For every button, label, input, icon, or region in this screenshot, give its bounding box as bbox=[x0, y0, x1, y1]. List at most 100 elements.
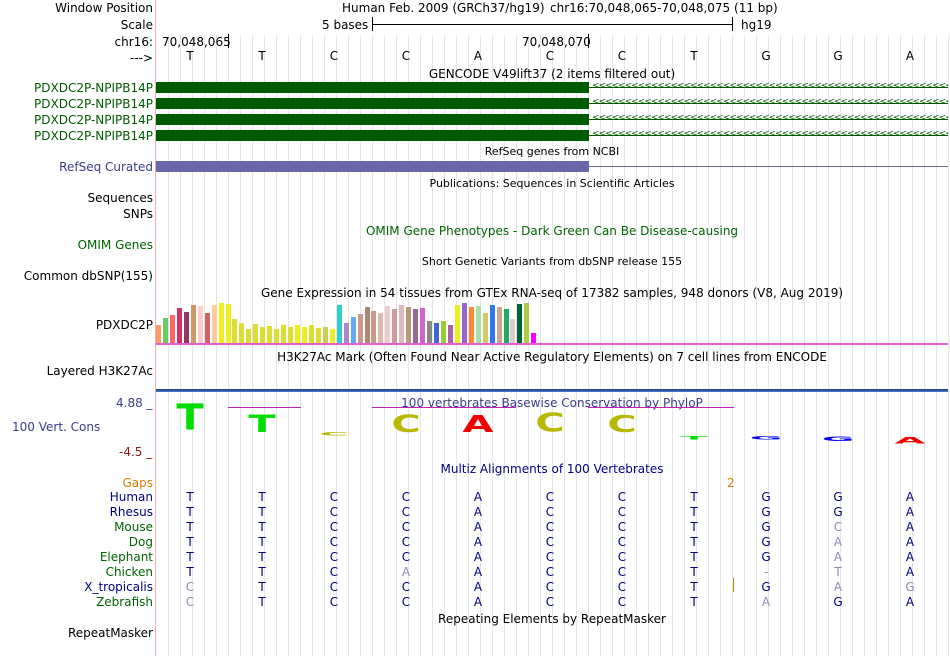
gtex-tissue-bar[interactable] bbox=[440, 321, 446, 343]
gtex-tissue-bar[interactable] bbox=[392, 309, 398, 343]
gtex-tissue-bar[interactable] bbox=[225, 304, 231, 343]
gtex-tissue-bar[interactable] bbox=[190, 305, 196, 343]
gtex-tissue-bar[interactable] bbox=[169, 315, 175, 343]
refseq-gene[interactable] bbox=[156, 161, 948, 172]
gtex-tissue-bar[interactable] bbox=[531, 333, 537, 343]
gtex-tissue-bar[interactable] bbox=[475, 306, 481, 343]
omim-track-title[interactable]: OMIM Gene Phenotypes - Dark Green Can Be… bbox=[365, 224, 739, 238]
phylop-track-title[interactable]: 100 vertebrates Basewise Conservation by… bbox=[401, 396, 703, 410]
gtex-tissue-bar[interactable] bbox=[295, 325, 300, 343]
omim-label[interactable]: OMIM Genes bbox=[77, 238, 153, 252]
publications-snps-label[interactable]: SNPs bbox=[123, 207, 153, 221]
gtex-tissue-bar[interactable] bbox=[385, 306, 391, 343]
gtex-tissue-bar[interactable] bbox=[322, 327, 328, 343]
gtex-tissue-bar[interactable] bbox=[371, 311, 377, 343]
gencode-item-label[interactable]: PDXDC2P-NPIPB14P bbox=[34, 81, 153, 95]
species-label[interactable]: Rhesus bbox=[109, 505, 153, 519]
gtex-tissue-bar[interactable] bbox=[510, 319, 516, 343]
grid-line bbox=[360, 35, 361, 656]
gtex-tissue-bar[interactable] bbox=[413, 309, 419, 343]
gtex-tissue-bar[interactable] bbox=[496, 307, 502, 343]
gtex-tissue-bar[interactable] bbox=[288, 327, 294, 343]
gtex-tissue-bar[interactable] bbox=[267, 326, 273, 343]
h3k27ac-label[interactable]: Layered H3K27Ac bbox=[46, 364, 153, 378]
alignment-base: C bbox=[617, 595, 627, 609]
gtex-tissue-bar[interactable] bbox=[183, 312, 189, 343]
gtex-tissue-bar[interactable] bbox=[204, 313, 210, 343]
gtex-tissue-bar[interactable] bbox=[427, 321, 433, 343]
gtex-tissue-bar[interactable] bbox=[260, 327, 266, 343]
gtex-tissue-bar[interactable] bbox=[162, 318, 168, 343]
gtex-tissue-bar[interactable] bbox=[197, 306, 203, 343]
gtex-tissue-bar[interactable] bbox=[447, 325, 453, 343]
h3k27ac-signal[interactable] bbox=[156, 389, 948, 392]
gtex-tissue-bar[interactable] bbox=[343, 323, 349, 343]
dbsnp-track-title[interactable]: Short Genetic Variants from dbSNP releas… bbox=[421, 255, 683, 268]
gtex-tissue-bar[interactable] bbox=[482, 313, 488, 343]
gtex-track-title[interactable]: Gene Expression in 54 tissues from GTEx … bbox=[260, 286, 844, 300]
species-label[interactable]: Elephant bbox=[99, 550, 153, 564]
gtex-tissue-bar[interactable] bbox=[156, 325, 161, 343]
gtex-tissue-bar[interactable] bbox=[336, 305, 342, 343]
gencode-item-label[interactable]: PDXDC2P-NPIPB14P bbox=[34, 97, 153, 111]
publications-track-title[interactable]: Publications: Sequences in Scientific Ar… bbox=[429, 177, 675, 190]
publications-sequences-label[interactable]: Sequences bbox=[87, 191, 153, 205]
gencode-track-title[interactable]: GENCODE V49lift37 (2 items filtered out) bbox=[428, 67, 676, 81]
gtex-tissue-bar[interactable] bbox=[489, 305, 495, 343]
refseq-label[interactable]: RefSeq Curated bbox=[59, 160, 153, 174]
gtex-tissue-bar[interactable] bbox=[211, 305, 217, 343]
gtex-tissue-bar[interactable] bbox=[308, 325, 314, 343]
alignment-base: A bbox=[905, 595, 915, 609]
gtex-tissue-bar[interactable] bbox=[420, 308, 426, 343]
gencode-item-label[interactable]: PDXDC2P-NPIPB14P bbox=[34, 113, 153, 127]
gtex-tissue-bar[interactable] bbox=[350, 317, 356, 343]
repeatmasker-track-title[interactable]: Repeating Elements by RepeatMasker bbox=[438, 612, 666, 626]
gtex-gene-label[interactable]: PDXDC2P bbox=[95, 318, 153, 332]
gtex-tissue-bar[interactable] bbox=[468, 307, 474, 343]
gtex-tissue-bar[interactable] bbox=[378, 313, 384, 343]
gtex-tissue-bar[interactable] bbox=[399, 305, 405, 343]
h3k27ac-track-title[interactable]: H3K27Ac Mark (Often Found Near Active Re… bbox=[277, 350, 827, 364]
gtex-tissue-bar[interactable] bbox=[364, 307, 370, 343]
gtex-tissue-bar[interactable] bbox=[461, 303, 467, 343]
gtex-tissue-bar[interactable] bbox=[253, 324, 259, 343]
gtex-tissue-bar[interactable] bbox=[281, 325, 287, 343]
gtex-tissue-bar[interactable] bbox=[329, 329, 335, 343]
gtex-bar-graph[interactable] bbox=[156, 301, 556, 343]
species-label[interactable]: Mouse bbox=[114, 520, 153, 534]
gtex-tissue-bar[interactable] bbox=[357, 314, 363, 343]
species-label[interactable]: Zebrafish bbox=[96, 595, 153, 609]
refseq-track-title[interactable]: RefSeq genes from NCBI bbox=[484, 145, 620, 158]
grid-line bbox=[324, 35, 325, 656]
gtex-tissue-bar[interactable] bbox=[315, 328, 321, 343]
dbsnp-label[interactable]: Common dbSNP(155) bbox=[23, 269, 153, 283]
gtex-tissue-bar[interactable] bbox=[503, 309, 509, 343]
gencode-item-label[interactable]: PDXDC2P-NPIPB14P bbox=[34, 129, 153, 143]
gtex-tissue-bar[interactable] bbox=[232, 319, 238, 343]
gencode-transcript[interactable]: <<<<<<<<<<<<<<<<<<<<<<<<<<<<<<<<<<<<<<<<… bbox=[156, 81, 948, 93]
species-label[interactable]: Human bbox=[109, 490, 153, 504]
repeatmasker-label[interactable]: RepeatMasker bbox=[67, 626, 153, 640]
grid-line bbox=[768, 35, 769, 656]
gtex-tissue-bar[interactable] bbox=[218, 303, 224, 343]
phylop-label[interactable]: 100 Vert. Cons bbox=[12, 420, 101, 434]
multiz-track-title[interactable]: Multiz Alignments of 100 Vertebrates bbox=[440, 462, 664, 476]
gtex-tissue-bar[interactable] bbox=[176, 308, 182, 343]
species-label[interactable]: Chicken bbox=[105, 565, 153, 579]
gtex-tissue-bar[interactable] bbox=[454, 305, 460, 343]
gencode-transcript[interactable]: <<<<<<<<<<<<<<<<<<<<<<<<<<<<<<<<<<<<<<<<… bbox=[156, 113, 948, 125]
gtex-tissue-bar[interactable] bbox=[524, 303, 530, 343]
gtex-tissue-bar[interactable] bbox=[301, 327, 307, 343]
species-label[interactable]: Dog bbox=[128, 535, 153, 549]
gtex-tissue-bar[interactable] bbox=[246, 329, 252, 343]
gtex-tissue-bar[interactable] bbox=[517, 304, 523, 343]
gtex-tissue-bar[interactable] bbox=[239, 323, 245, 343]
gencode-transcript[interactable]: <<<<<<<<<<<<<<<<<<<<<<<<<<<<<<<<<<<<<<<<… bbox=[156, 97, 948, 109]
gencode-transcript[interactable]: <<<<<<<<<<<<<<<<<<<<<<<<<<<<<<<<<<<<<<<<… bbox=[156, 129, 948, 141]
gtex-tissue-bar[interactable] bbox=[406, 307, 412, 343]
gtex-tissue-bar[interactable] bbox=[274, 329, 280, 343]
species-label[interactable]: X_tropicalis bbox=[84, 580, 153, 594]
gtex-tissue-bar[interactable] bbox=[434, 323, 439, 343]
